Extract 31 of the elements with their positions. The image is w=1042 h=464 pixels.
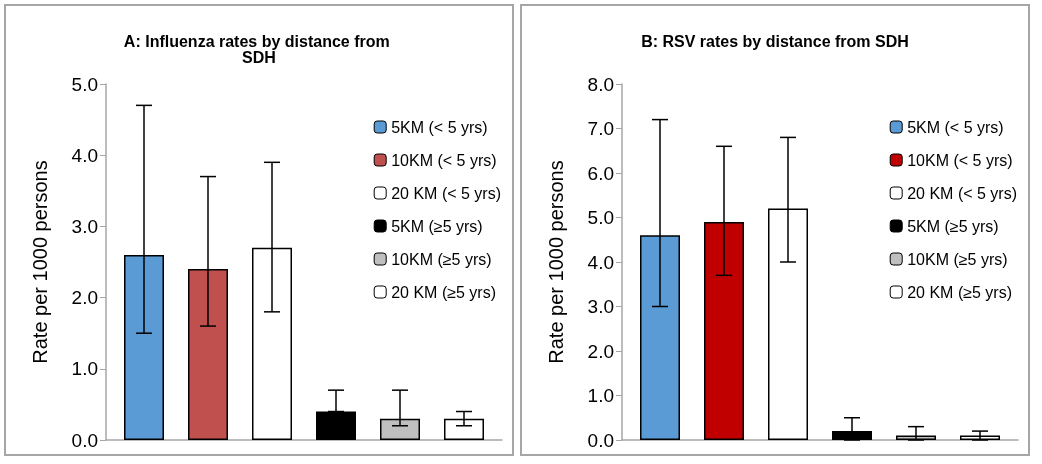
y-tick-label: 0.0 xyxy=(71,429,98,451)
y-tick-label: 6.0 xyxy=(587,162,614,184)
y-tick-label: 3.0 xyxy=(587,296,614,317)
legend-label: 20 KM (≥5 yrs) xyxy=(391,283,496,301)
legend-label: 20 KM (< 5 yrs) xyxy=(391,184,502,202)
y-tick-label: 5.0 xyxy=(587,207,614,228)
chart-title: B: RSV rates by distance from SDH xyxy=(641,32,909,50)
y-tick-label: 8.0 xyxy=(587,73,614,95)
y-tick-label: 4.0 xyxy=(71,144,98,166)
y-tick-label: 0.0 xyxy=(587,429,614,451)
legend-label: 5KM (≥5 yrs) xyxy=(907,217,999,235)
y-tick-label: 3.0 xyxy=(71,215,98,237)
y-tick-label: 5.0 xyxy=(71,73,98,95)
legend-label: 10KM (≥5 yrs) xyxy=(391,250,492,268)
legend-label: 10KM (< 5 yrs) xyxy=(391,151,497,169)
chart-title: A: Influenza rates by distance from SDH xyxy=(123,32,395,66)
legend-label: 5KM (≥5 yrs) xyxy=(391,217,483,235)
legend-label: 5KM (< 5 yrs) xyxy=(391,118,488,136)
y-tick-label: 1.0 xyxy=(71,358,98,380)
y-tick-label: 2.0 xyxy=(587,340,614,362)
y-tick-label: 4.0 xyxy=(587,251,614,273)
legend-label: 10KM (≥5 yrs) xyxy=(907,250,1008,268)
legend-label: 20 KM (< 5 yrs) xyxy=(907,184,1018,202)
y-axis-title: Rate per 1000 persons xyxy=(545,160,567,364)
y-axis-title: Rate per 1000 persons xyxy=(29,160,51,364)
legend-label: 5KM (< 5 yrs) xyxy=(907,118,1004,136)
y-tick-label: 1.0 xyxy=(587,385,614,406)
y-tick-label: 2.0 xyxy=(71,287,98,309)
legend-label: 20 KM (≥5 yrs) xyxy=(907,283,1012,301)
legend-label: 10KM (< 5 yrs) xyxy=(907,151,1013,169)
y-tick-label: 7.0 xyxy=(587,118,614,139)
